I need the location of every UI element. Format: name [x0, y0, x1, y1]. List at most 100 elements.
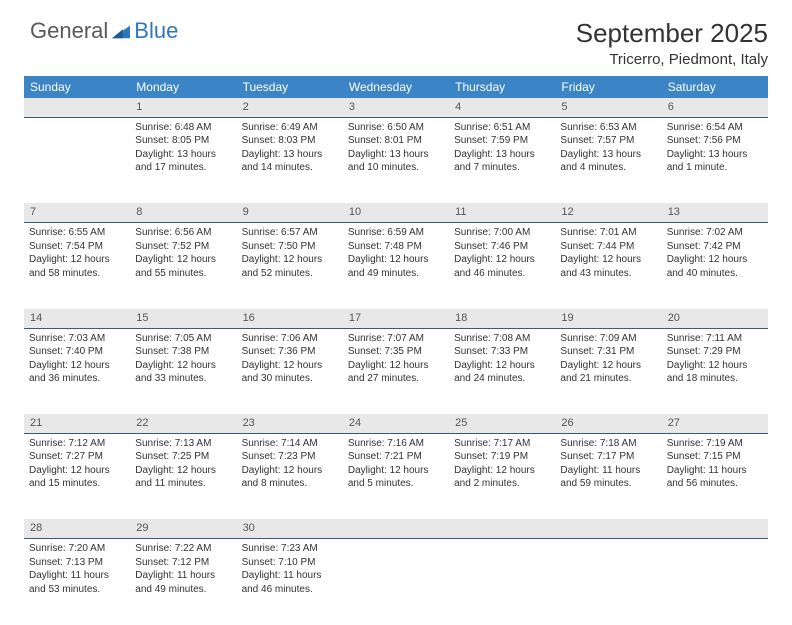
- month-title: September 2025: [576, 18, 768, 49]
- sun-data-text: Sunrise: 7:12 AMSunset: 7:27 PMDaylight:…: [29, 437, 125, 491]
- sun-data-text: Sunrise: 7:23 AMSunset: 7:10 PMDaylight:…: [242, 542, 338, 596]
- day-number-cell: 22: [130, 414, 236, 433]
- day-number-cell: 20: [662, 309, 768, 328]
- day-content-cell: Sunrise: 7:09 AMSunset: 7:31 PMDaylight:…: [555, 328, 661, 414]
- day-content-cell: [24, 117, 130, 203]
- day-content-cell: Sunrise: 7:12 AMSunset: 7:27 PMDaylight:…: [24, 433, 130, 519]
- day-content-cell: Sunrise: 6:50 AMSunset: 8:01 PMDaylight:…: [343, 117, 449, 203]
- weekday-header: Wednesday: [343, 76, 449, 98]
- day-number-cell: [343, 519, 449, 538]
- day-number-row: 14151617181920: [24, 309, 768, 328]
- day-number-cell: 30: [237, 519, 343, 538]
- day-number-cell: 27: [662, 414, 768, 433]
- weekday-header: Sunday: [24, 76, 130, 98]
- day-content-row: Sunrise: 6:48 AMSunset: 8:05 PMDaylight:…: [24, 117, 768, 203]
- weekday-header: Tuesday: [237, 76, 343, 98]
- day-content-cell: Sunrise: 6:51 AMSunset: 7:59 PMDaylight:…: [449, 117, 555, 203]
- brand-text-blue: Blue: [134, 18, 178, 44]
- day-number-row: 21222324252627: [24, 414, 768, 433]
- calendar-table: Sunday Monday Tuesday Wednesday Thursday…: [24, 76, 768, 625]
- day-content-cell: Sunrise: 7:02 AMSunset: 7:42 PMDaylight:…: [662, 223, 768, 309]
- day-number-cell: 3: [343, 98, 449, 117]
- sun-data-text: Sunrise: 6:57 AMSunset: 7:50 PMDaylight:…: [242, 226, 338, 280]
- sun-data-text: Sunrise: 7:17 AMSunset: 7:19 PMDaylight:…: [454, 437, 550, 491]
- sun-data-text: Sunrise: 6:48 AMSunset: 8:05 PMDaylight:…: [135, 121, 231, 175]
- sun-data-text: Sunrise: 7:16 AMSunset: 7:21 PMDaylight:…: [348, 437, 444, 491]
- day-content-row: Sunrise: 6:55 AMSunset: 7:54 PMDaylight:…: [24, 223, 768, 309]
- day-number-cell: [662, 519, 768, 538]
- day-number-cell: 16: [237, 309, 343, 328]
- day-content-cell: Sunrise: 6:54 AMSunset: 7:56 PMDaylight:…: [662, 117, 768, 203]
- day-content-cell: Sunrise: 6:55 AMSunset: 7:54 PMDaylight:…: [24, 223, 130, 309]
- brand-text-general: General: [30, 18, 108, 44]
- sun-data-text: Sunrise: 6:56 AMSunset: 7:52 PMDaylight:…: [135, 226, 231, 280]
- sun-data-text: Sunrise: 7:01 AMSunset: 7:44 PMDaylight:…: [560, 226, 656, 280]
- day-content-cell: Sunrise: 7:00 AMSunset: 7:46 PMDaylight:…: [449, 223, 555, 309]
- day-number-cell: 19: [555, 309, 661, 328]
- day-content-cell: Sunrise: 7:17 AMSunset: 7:19 PMDaylight:…: [449, 433, 555, 519]
- day-number-cell: 24: [343, 414, 449, 433]
- weekday-header-row: Sunday Monday Tuesday Wednesday Thursday…: [24, 76, 768, 98]
- sun-data-text: Sunrise: 7:00 AMSunset: 7:46 PMDaylight:…: [454, 226, 550, 280]
- day-number-cell: 1: [130, 98, 236, 117]
- day-number-row: 78910111213: [24, 203, 768, 222]
- day-number-cell: 9: [237, 203, 343, 222]
- sun-data-text: Sunrise: 7:14 AMSunset: 7:23 PMDaylight:…: [242, 437, 338, 491]
- sun-data-text: Sunrise: 7:19 AMSunset: 7:15 PMDaylight:…: [667, 437, 763, 491]
- sun-data-text: Sunrise: 7:06 AMSunset: 7:36 PMDaylight:…: [242, 332, 338, 386]
- day-content-cell: Sunrise: 6:53 AMSunset: 7:57 PMDaylight:…: [555, 117, 661, 203]
- day-content-cell: Sunrise: 7:19 AMSunset: 7:15 PMDaylight:…: [662, 433, 768, 519]
- day-content-cell: Sunrise: 7:14 AMSunset: 7:23 PMDaylight:…: [237, 433, 343, 519]
- sun-data-text: Sunrise: 7:05 AMSunset: 7:38 PMDaylight:…: [135, 332, 231, 386]
- day-number-cell: 15: [130, 309, 236, 328]
- day-content-cell: Sunrise: 7:06 AMSunset: 7:36 PMDaylight:…: [237, 328, 343, 414]
- sun-data-text: Sunrise: 6:54 AMSunset: 7:56 PMDaylight:…: [667, 121, 763, 175]
- day-content-cell: Sunrise: 6:57 AMSunset: 7:50 PMDaylight:…: [237, 223, 343, 309]
- sun-data-text: Sunrise: 7:22 AMSunset: 7:12 PMDaylight:…: [135, 542, 231, 596]
- day-number-row: 123456: [24, 98, 768, 117]
- location: Tricerro, Piedmont, Italy: [576, 51, 768, 68]
- sun-data-text: Sunrise: 7:09 AMSunset: 7:31 PMDaylight:…: [560, 332, 656, 386]
- sun-data-text: Sunrise: 7:20 AMSunset: 7:13 PMDaylight:…: [29, 542, 125, 596]
- sun-data-text: Sunrise: 7:03 AMSunset: 7:40 PMDaylight:…: [29, 332, 125, 386]
- day-number-cell: 29: [130, 519, 236, 538]
- day-number-cell: 14: [24, 309, 130, 328]
- day-content-cell: Sunrise: 7:07 AMSunset: 7:35 PMDaylight:…: [343, 328, 449, 414]
- day-number-row: 282930: [24, 519, 768, 538]
- day-content-cell: Sunrise: 6:48 AMSunset: 8:05 PMDaylight:…: [130, 117, 236, 203]
- day-content-row: Sunrise: 7:12 AMSunset: 7:27 PMDaylight:…: [24, 433, 768, 519]
- day-number-cell: 18: [449, 309, 555, 328]
- day-number-cell: 26: [555, 414, 661, 433]
- sun-data-text: Sunrise: 6:51 AMSunset: 7:59 PMDaylight:…: [454, 121, 550, 175]
- day-number-cell: 28: [24, 519, 130, 538]
- day-number-cell: 7: [24, 203, 130, 222]
- day-content-row: Sunrise: 7:03 AMSunset: 7:40 PMDaylight:…: [24, 328, 768, 414]
- day-number-cell: 4: [449, 98, 555, 117]
- day-number-cell: 6: [662, 98, 768, 117]
- day-content-cell: Sunrise: 7:11 AMSunset: 7:29 PMDaylight:…: [662, 328, 768, 414]
- day-content-cell: Sunrise: 7:13 AMSunset: 7:25 PMDaylight:…: [130, 433, 236, 519]
- sun-data-text: Sunrise: 6:55 AMSunset: 7:54 PMDaylight:…: [29, 226, 125, 280]
- day-number-cell: 25: [449, 414, 555, 433]
- day-number-cell: 5: [555, 98, 661, 117]
- header: General Blue September 2025 Tricerro, Pi…: [24, 18, 768, 68]
- day-content-cell: Sunrise: 7:03 AMSunset: 7:40 PMDaylight:…: [24, 328, 130, 414]
- day-number-cell: 17: [343, 309, 449, 328]
- sun-data-text: Sunrise: 7:02 AMSunset: 7:42 PMDaylight:…: [667, 226, 763, 280]
- day-number-cell: [555, 519, 661, 538]
- calendar-body: 123456Sunrise: 6:48 AMSunset: 8:05 PMDay…: [24, 98, 768, 625]
- day-number-cell: [24, 98, 130, 117]
- sun-data-text: Sunrise: 6:50 AMSunset: 8:01 PMDaylight:…: [348, 121, 444, 175]
- sun-data-text: Sunrise: 7:13 AMSunset: 7:25 PMDaylight:…: [135, 437, 231, 491]
- day-number-cell: 23: [237, 414, 343, 433]
- weekday-header: Saturday: [662, 76, 768, 98]
- day-content-cell: Sunrise: 7:16 AMSunset: 7:21 PMDaylight:…: [343, 433, 449, 519]
- sun-data-text: Sunrise: 6:53 AMSunset: 7:57 PMDaylight:…: [560, 121, 656, 175]
- day-content-cell: Sunrise: 6:56 AMSunset: 7:52 PMDaylight:…: [130, 223, 236, 309]
- day-number-cell: 2: [237, 98, 343, 117]
- sun-data-text: Sunrise: 7:11 AMSunset: 7:29 PMDaylight:…: [667, 332, 763, 386]
- title-block: September 2025 Tricerro, Piedmont, Italy: [576, 18, 768, 68]
- weekday-header: Thursday: [449, 76, 555, 98]
- day-number-cell: 8: [130, 203, 236, 222]
- day-number-cell: 10: [343, 203, 449, 222]
